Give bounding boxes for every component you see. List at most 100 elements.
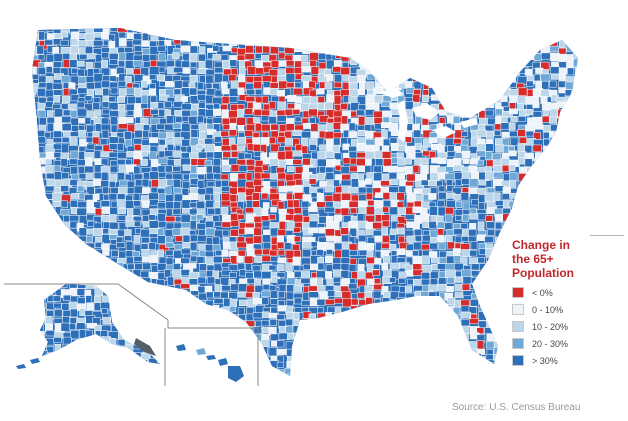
county-cell [46,215,54,223]
county-cell [486,95,494,104]
county-cell [116,199,126,209]
county-cell [316,193,324,203]
county-cell [173,327,184,335]
county-cell [125,28,135,31]
county-cell [509,47,520,54]
county-cell [444,96,452,107]
county-cell [486,320,495,329]
county-cell [284,367,293,375]
county-cell [422,377,429,385]
county-cell [494,213,504,222]
county-cell [92,102,100,111]
county-cell [190,129,199,138]
county-cell [311,28,319,33]
county-cell [446,360,457,367]
county-cell [60,208,70,216]
county-cell [477,221,485,231]
county-cell [86,257,96,265]
county-cell [149,322,158,330]
county-cell [197,276,206,284]
county-cell [446,321,457,328]
county-cell [292,129,302,136]
county-cell [148,311,157,318]
county-cell [414,228,422,236]
county-cell [62,241,73,251]
county-cell [261,319,270,327]
county-cell [308,285,318,292]
county-cell [356,45,364,54]
county-cell [157,348,166,355]
county-cell [470,263,480,271]
county-cell [461,166,470,173]
county-cell [460,131,469,137]
county-cell [574,164,578,172]
county-cell [252,34,260,40]
county-cell [486,38,495,48]
county-cell [301,300,312,306]
county-cell [316,158,327,167]
county-cell [358,332,366,341]
county-cell [492,325,502,333]
county-cell [460,355,472,365]
county-cell [189,306,196,315]
county-cell [36,270,47,277]
county-cell [261,220,271,228]
county-cell [278,377,284,385]
county-cell [125,312,133,320]
county-cell [157,235,166,244]
county-cell [373,377,380,382]
county-cell [420,179,429,186]
county-cell [253,28,261,33]
county-cell [40,344,47,351]
county-cell [54,237,64,247]
county-cell [157,165,166,173]
county-cell [348,131,358,138]
county-cell [261,28,272,35]
county-cell [445,263,456,271]
county-cell [388,327,399,337]
county-cell [398,311,409,321]
county-cell [566,369,575,376]
county-cell [334,297,344,304]
county-cell [125,302,135,309]
county-cell [557,194,566,201]
county-cell [109,338,117,346]
county-cell [406,41,416,49]
county-cell [45,165,54,174]
county-cell [341,192,352,201]
county-cell [116,96,125,103]
county-cell [557,370,567,376]
county-cell [134,284,143,292]
county-cell [165,311,172,318]
county-cell [230,32,241,39]
county-cell [149,302,160,311]
county-cell [46,264,56,272]
county-cell [284,32,296,41]
county-cell [436,304,446,314]
county-cell [438,69,446,76]
county-cell [32,304,38,313]
county-cell [470,241,478,250]
county-cell [212,117,223,124]
county-cell [229,194,237,203]
county-cell [349,346,358,355]
county-cell [140,284,149,291]
county-cell [150,336,160,344]
county-cell [445,326,455,333]
county-cell [485,151,493,161]
county-cell [438,82,446,88]
county-cell [220,130,229,137]
county-cell [126,256,134,265]
county-cell [284,138,294,146]
legend-swatch-0-10 [512,304,524,315]
county-cell [540,45,550,54]
county-cell [431,257,440,264]
county-cell [32,278,40,288]
county-cell [238,299,248,306]
county-cell [453,255,462,263]
county-cell [228,129,237,137]
county-cell [375,158,384,167]
county-cell [68,271,76,279]
county-cell [399,374,408,376]
county-cell [564,96,574,106]
